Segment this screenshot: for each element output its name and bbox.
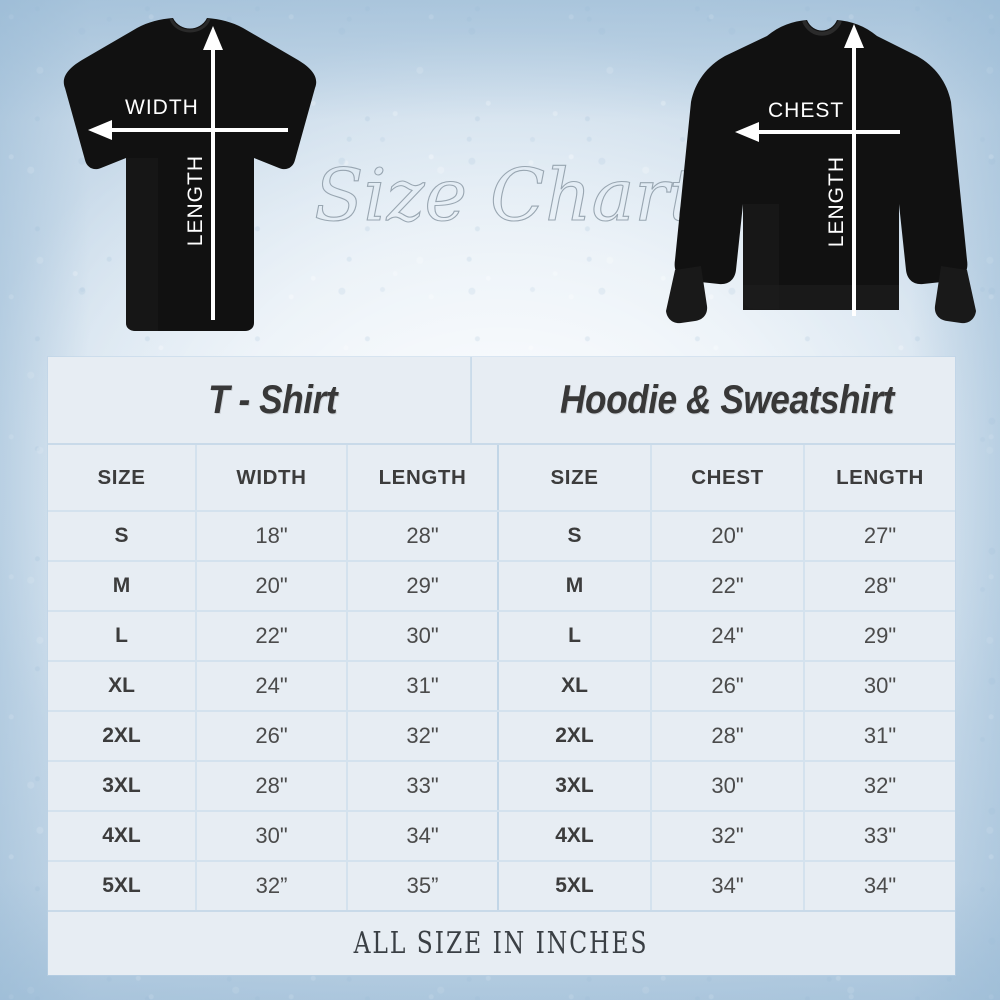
table-row: L 22" 30" L 24" 29"	[48, 610, 955, 660]
cell-hoodie-size: 2XL	[499, 712, 652, 760]
cell-hoodie-size: XL	[499, 662, 652, 710]
hoodie-shading	[743, 204, 779, 309]
cell-hoodie-length: 34"	[863, 873, 897, 898]
header-tshirt-size: SIZE	[48, 445, 197, 510]
cell-hoodie-chest: 24"	[652, 612, 805, 660]
cell-hoodie-length: 28"	[863, 573, 897, 598]
hoodie-length-arrow	[844, 24, 864, 316]
cell-hoodie-size: L	[499, 612, 652, 660]
cell-tshirt-width: 30"	[197, 812, 348, 860]
cell-hoodie-chest: 34"	[652, 862, 805, 910]
cell-hoodie-length: 30"	[863, 673, 897, 698]
table-row: 5XL 32” 35” 5XL 34" 34"	[48, 860, 955, 910]
cell-hoodie-chest: 30"	[652, 762, 805, 810]
tshirt-illustration: WIDTH LENGTH	[30, 8, 350, 353]
header-hoodie-chest: CHEST	[652, 445, 805, 510]
header-tshirt-length: LENGTH	[348, 445, 499, 510]
cell-tshirt-length: 29"	[348, 562, 499, 610]
hoodie-collar	[802, 20, 842, 36]
table-row: 3XL 28" 33" 3XL 30" 32"	[48, 760, 955, 810]
cell-tshirt-width: 22"	[197, 612, 348, 660]
tshirt-shading	[126, 158, 158, 331]
cell-tshirt-length: 35”	[348, 862, 499, 910]
cell-hoodie-size: 4XL	[499, 812, 652, 860]
tshirt-width-arrow	[88, 120, 288, 140]
hoodie-table-title: Hoodie & Sweatshirt	[560, 377, 894, 422]
hoodie-svg	[666, 20, 976, 324]
cell-hoodie-size: 5XL	[499, 862, 652, 910]
cell-tshirt-size: 2XL	[48, 712, 197, 760]
table-header-row: SIZE WIDTH LENGTH SIZE CHEST LENGTH	[48, 443, 955, 510]
tshirt-length-arrow	[203, 26, 223, 320]
cell-hoodie-chest: 20"	[652, 512, 805, 560]
cell-tshirt-width: 20"	[197, 562, 348, 610]
tshirt-svg	[63, 18, 317, 331]
cell-hoodie-chest: 26"	[652, 662, 805, 710]
cell-tshirt-size: 3XL	[48, 762, 197, 810]
tshirt-body-shape	[63, 18, 317, 331]
hoodie-left-cuff	[666, 266, 708, 324]
cell-hoodie-chest: 22"	[652, 562, 805, 610]
cell-tshirt-length: 28"	[348, 512, 499, 560]
cell-hoodie-length: 29"	[863, 623, 897, 648]
cell-tshirt-size: M	[48, 562, 197, 610]
table-title-row: T - Shirt Hoodie & Sweatshirt	[48, 357, 955, 443]
cell-hoodie-size: M	[499, 562, 652, 610]
cell-hoodie-chest: 28"	[652, 712, 805, 760]
cell-tshirt-size: 4XL	[48, 812, 197, 860]
cell-tshirt-size: 5XL	[48, 862, 197, 910]
cell-tshirt-length: 33"	[348, 762, 499, 810]
header-tshirt-width: WIDTH	[197, 445, 348, 510]
header-hoodie-length: LENGTH	[836, 465, 924, 489]
hoodie-chest-arrow	[735, 122, 900, 142]
cell-hoodie-length: 32"	[863, 773, 897, 798]
cell-tshirt-size: XL	[48, 662, 197, 710]
cell-hoodie-size: 3XL	[499, 762, 652, 810]
cell-hoodie-length: 27"	[863, 523, 897, 548]
hoodie-right-cuff	[934, 266, 976, 324]
header-hoodie-size: SIZE	[499, 445, 652, 510]
hoodie-body-shape	[674, 20, 968, 309]
cell-tshirt-width: 28"	[197, 762, 348, 810]
cell-tshirt-width: 24"	[197, 662, 348, 710]
cell-tshirt-width: 18"	[197, 512, 348, 560]
cell-tshirt-width: 32”	[197, 862, 348, 910]
size-chart-table: T - Shirt Hoodie & Sweatshirt SIZE WIDTH…	[48, 357, 955, 975]
tshirt-collar	[169, 18, 211, 33]
table-row: 4XL 30" 34" 4XL 32" 33"	[48, 810, 955, 860]
cell-tshirt-size: L	[48, 612, 197, 660]
cell-tshirt-length: 30"	[348, 612, 499, 660]
hoodie-illustration: CHEST LENGTH	[655, 8, 980, 353]
table-footer-row: ALL SIZE IN INCHES	[48, 910, 955, 975]
cell-hoodie-length: 31"	[863, 723, 897, 748]
cell-tshirt-length: 32"	[348, 712, 499, 760]
cell-hoodie-size: S	[499, 512, 652, 560]
cell-tshirt-length: 34"	[348, 812, 499, 860]
cell-hoodie-length: 33"	[863, 823, 897, 848]
table-row: M 20" 29" M 22" 28"	[48, 560, 955, 610]
all-size-in-inches-note: ALL SIZE IN INCHES	[354, 926, 649, 961]
tshirt-table-title: T - Shirt	[75, 357, 472, 443]
table-row: XL 24" 31" XL 26" 30"	[48, 660, 955, 710]
cell-tshirt-size: S	[48, 512, 197, 560]
table-row: 2XL 26" 32" 2XL 28" 31"	[48, 710, 955, 760]
cell-hoodie-chest: 32"	[652, 812, 805, 860]
cell-tshirt-width: 26"	[197, 712, 348, 760]
cell-tshirt-length: 31"	[348, 662, 499, 710]
table-row: S 18" 28" S 20" 27"	[48, 510, 955, 560]
